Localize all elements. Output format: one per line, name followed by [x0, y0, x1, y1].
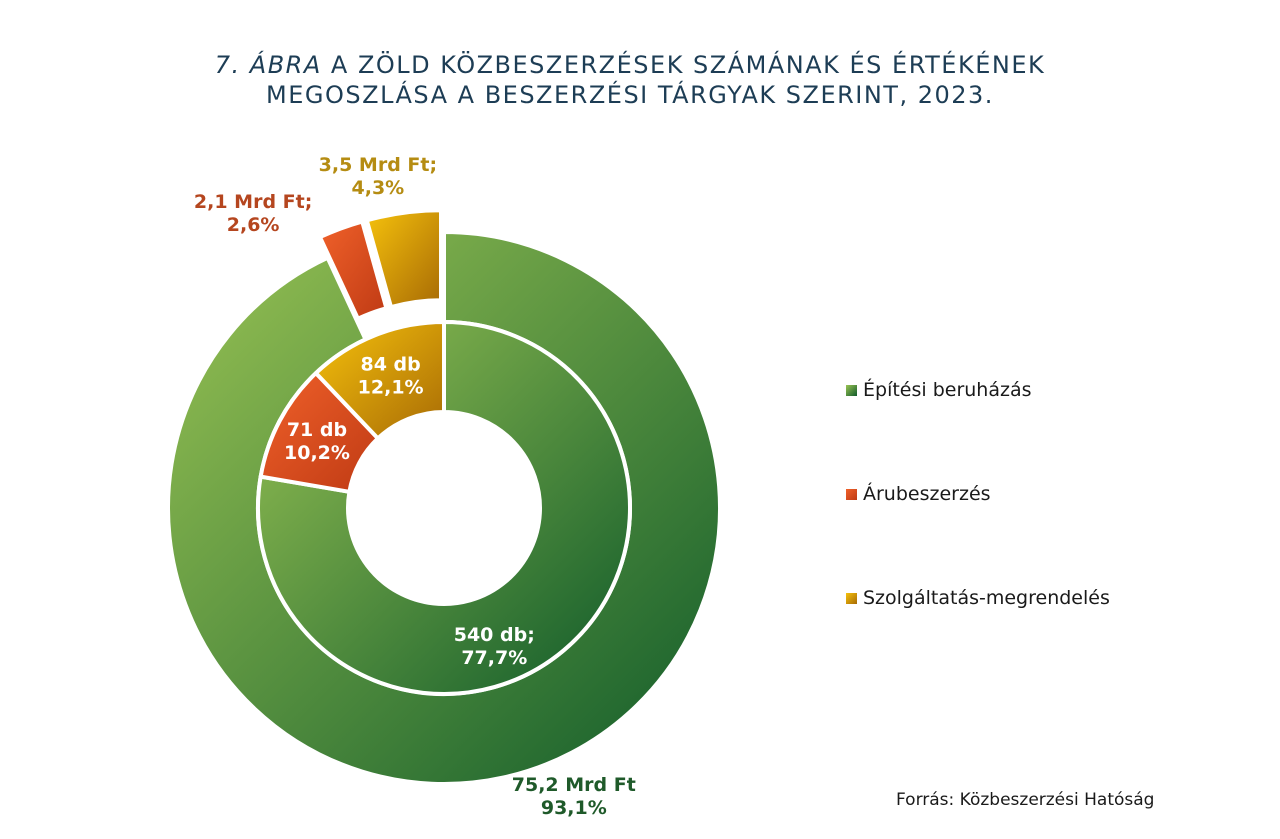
legend-item-aru: Árubeszerzés: [846, 477, 1110, 511]
legend-item-szolg: Szolgáltatás-megrendelés: [846, 581, 1110, 615]
outer-slice-aru: [317, 219, 389, 321]
outer-slice-szolg: [364, 208, 444, 310]
title-line-2: MEGOSZLÁSA A BESZERZÉSI TÁRGYAK SZERINT,…: [266, 81, 994, 109]
inner-slice-epitesi: [256, 320, 632, 696]
title-line-1-text: A ZÖLD KÖZBESZERZÉSEK SZÁMÁNAK ÉS ÉRTÉKÉ…: [330, 51, 1046, 79]
inner-label-epitesi: 540 db; 77,7%: [454, 624, 535, 669]
legend-swatch-aru: [846, 488, 857, 500]
source-note: Forrás: Közbeszerzési Hatóság: [896, 790, 1155, 810]
legend-label-aru: Árubeszerzés: [863, 483, 991, 505]
chart-title: 7. ÁBRA A ZÖLD KÖZBESZERZÉSEK SZÁMÁNAK É…: [0, 50, 1260, 110]
legend-swatch-epitesi: [846, 384, 857, 396]
inner-label-szolg: 84 db 12,1%: [358, 353, 424, 398]
outer-label-szolg: 3,5 Mrd Ft; 4,3%: [319, 154, 437, 199]
legend: Építési beruházás Árubeszerzés Szolgálta…: [846, 373, 1110, 685]
outer-label-epitesi: 75,2 Mrd Ft 93,1%: [512, 774, 636, 819]
inner-label-aru: 71 db 10,2%: [284, 419, 350, 464]
legend-label-szolg: Szolgáltatás-megrendelés: [863, 587, 1110, 609]
legend-item-epitesi: Építési beruházás: [846, 373, 1110, 407]
legend-swatch-szolg: [846, 592, 857, 604]
outer-slice-epitesi: [166, 230, 722, 786]
legend-label-epitesi: Építési beruházás: [863, 379, 1032, 401]
inner-slice-szolg: [313, 320, 446, 441]
figure-label: 7. ÁBRA: [214, 51, 322, 79]
outer-label-aru: 2,1 Mrd Ft; 2,6%: [194, 191, 312, 236]
title-line-1: 7. ÁBRA A ZÖLD KÖZBESZERZÉSEK SZÁMÁNAK É…: [0, 50, 1260, 80]
